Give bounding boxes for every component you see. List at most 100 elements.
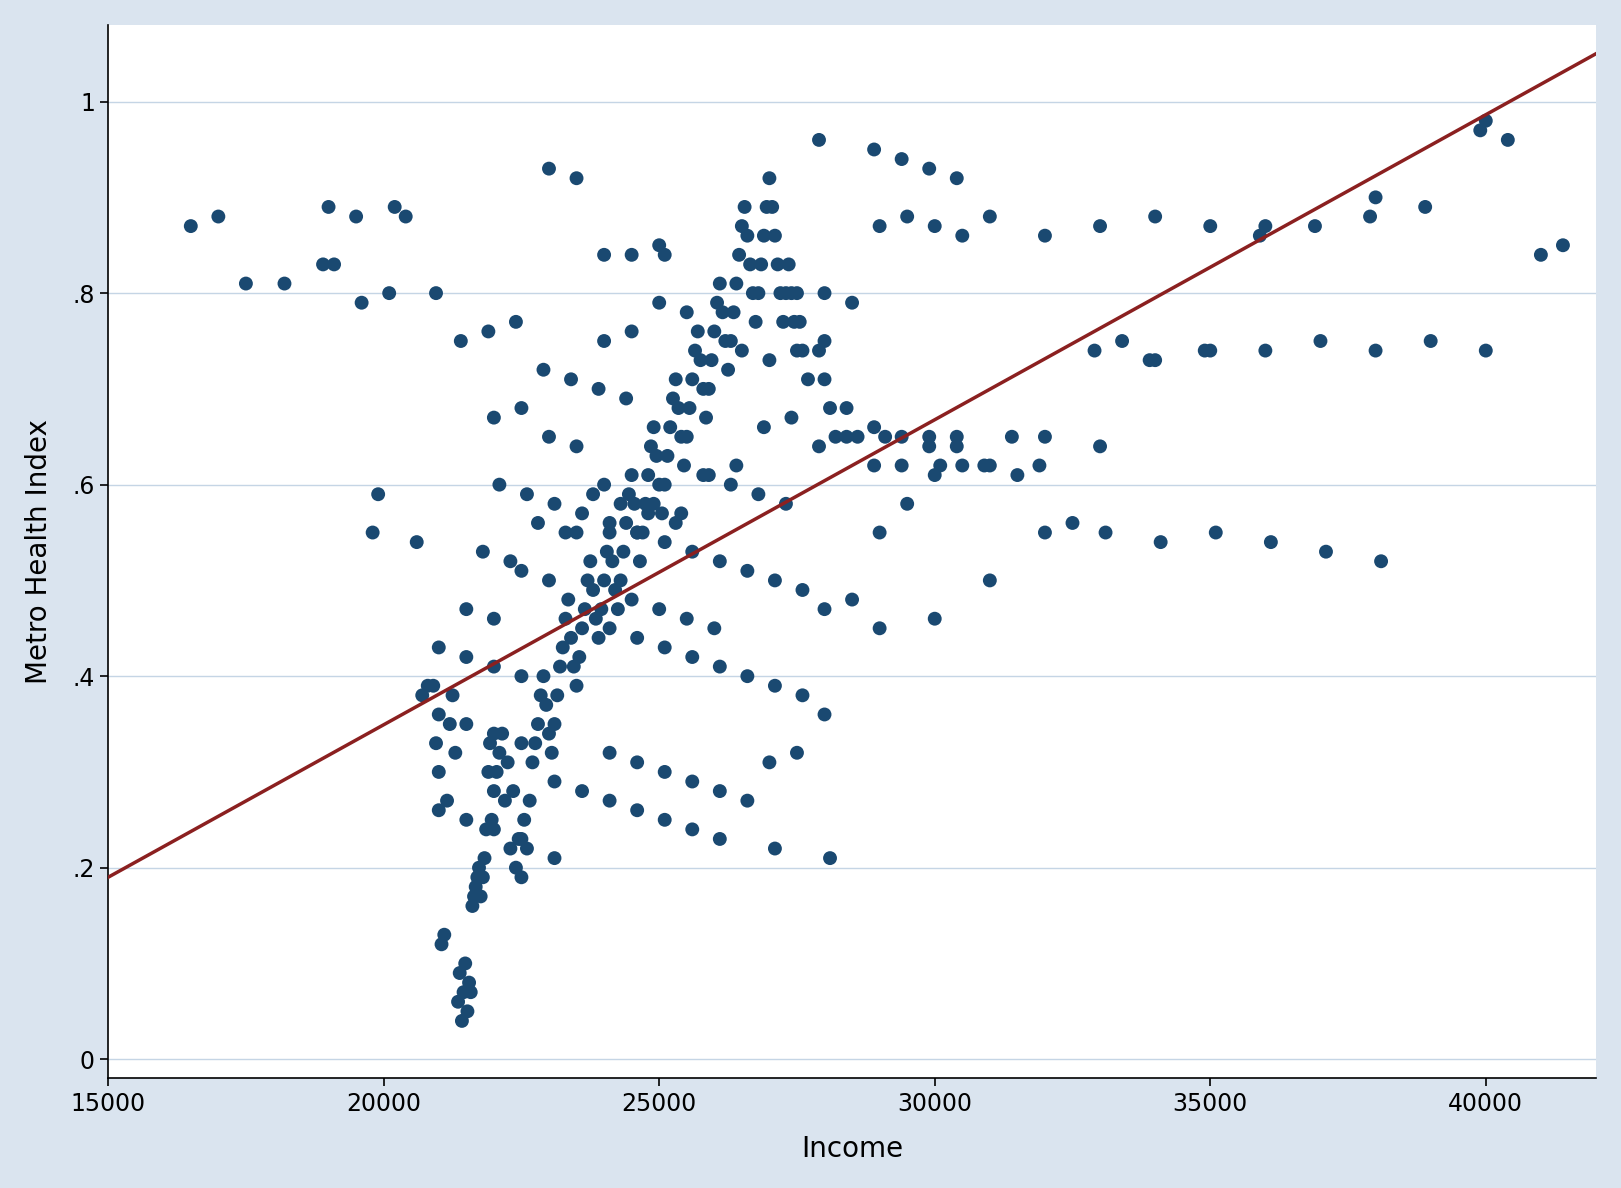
Point	[519, 753, 545, 772]
Point	[464, 867, 490, 886]
Point	[657, 418, 682, 437]
Point	[1026, 456, 1052, 475]
Point	[888, 428, 914, 447]
Point	[872, 428, 898, 447]
Point	[867, 619, 893, 638]
Point	[652, 638, 678, 657]
Point	[572, 600, 598, 619]
Point	[481, 657, 507, 676]
Point	[537, 428, 562, 447]
Point	[1302, 216, 1328, 235]
Point	[806, 437, 832, 456]
Point	[454, 600, 480, 619]
Point	[663, 513, 689, 532]
Point	[569, 782, 595, 801]
Point	[833, 398, 859, 417]
Point	[486, 475, 512, 494]
Point	[1495, 131, 1520, 150]
Point	[635, 466, 661, 485]
Point	[517, 791, 543, 810]
Point	[206, 207, 232, 226]
Point	[600, 551, 626, 570]
Point	[895, 494, 921, 513]
Point	[702, 322, 728, 341]
Point	[840, 590, 866, 609]
Point	[861, 456, 887, 475]
Point	[481, 725, 507, 744]
Point	[789, 685, 815, 704]
Point	[652, 475, 678, 494]
Point	[580, 485, 606, 504]
Point	[738, 255, 763, 274]
Point	[712, 331, 738, 350]
Point	[785, 284, 810, 303]
Point	[812, 331, 838, 350]
Point	[867, 523, 893, 542]
Point	[652, 245, 678, 264]
Point	[1143, 350, 1169, 369]
Point	[528, 685, 554, 704]
X-axis label: Income: Income	[801, 1135, 903, 1163]
Point	[608, 571, 634, 590]
Point	[473, 820, 499, 839]
Point	[624, 523, 650, 542]
Point	[525, 714, 551, 733]
Point	[707, 274, 733, 293]
Point	[360, 523, 386, 542]
Point	[762, 571, 788, 590]
Point	[943, 437, 969, 456]
Point	[652, 763, 678, 782]
Point	[365, 485, 391, 504]
Point	[746, 284, 772, 303]
Point	[423, 734, 449, 753]
Point	[916, 437, 942, 456]
Point	[1550, 235, 1576, 254]
Point	[751, 418, 776, 437]
Point	[454, 647, 480, 666]
Point	[601, 581, 627, 600]
Point	[778, 409, 804, 428]
Point	[415, 676, 441, 695]
Point	[613, 388, 639, 407]
Point	[475, 322, 501, 341]
Point	[644, 447, 669, 466]
Point	[408, 685, 434, 704]
Point	[481, 820, 507, 839]
Point	[652, 810, 678, 829]
Point	[950, 456, 976, 475]
Point	[376, 284, 402, 303]
Point	[704, 293, 729, 312]
Point	[1313, 542, 1339, 561]
Point	[742, 312, 768, 331]
Point	[718, 331, 744, 350]
Point	[624, 801, 650, 820]
Point	[443, 744, 468, 763]
Point	[867, 216, 893, 235]
Point	[1467, 121, 1493, 140]
Point	[509, 829, 535, 848]
Point	[1081, 341, 1107, 360]
Point	[806, 131, 832, 150]
Point	[845, 428, 870, 447]
Point	[541, 848, 567, 867]
Point	[684, 322, 710, 341]
Y-axis label: Metro Health Index: Metro Health Index	[24, 419, 53, 684]
Point	[616, 485, 642, 504]
Point	[922, 466, 948, 485]
Point	[1203, 523, 1229, 542]
Point	[533, 695, 559, 714]
Point	[525, 513, 551, 532]
Point	[1363, 188, 1389, 207]
Point	[566, 647, 592, 666]
Point	[558, 628, 584, 647]
Point	[537, 725, 562, 744]
Point	[530, 360, 556, 379]
Point	[707, 829, 733, 848]
Point	[674, 609, 700, 628]
Point	[977, 207, 1003, 226]
Point	[509, 561, 535, 580]
Point	[569, 504, 595, 523]
Point	[861, 418, 887, 437]
Point	[785, 744, 810, 763]
Point	[498, 551, 524, 570]
